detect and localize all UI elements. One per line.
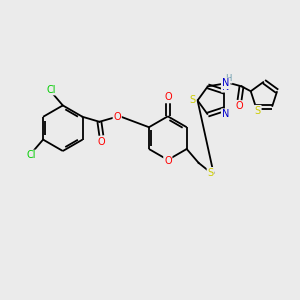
Text: O: O — [236, 101, 243, 111]
Text: O: O — [98, 136, 105, 147]
Text: Cl: Cl — [46, 85, 56, 94]
Text: O: O — [164, 156, 172, 166]
Text: S: S — [207, 168, 214, 178]
Text: O: O — [113, 112, 121, 122]
Text: S: S — [255, 106, 261, 116]
Text: S: S — [190, 95, 196, 106]
Text: Cl: Cl — [26, 150, 36, 161]
Text: O: O — [164, 92, 172, 103]
Text: N: N — [222, 78, 229, 88]
Text: N: N — [222, 109, 229, 119]
Text: N: N — [222, 82, 229, 92]
Text: H: H — [225, 74, 232, 83]
